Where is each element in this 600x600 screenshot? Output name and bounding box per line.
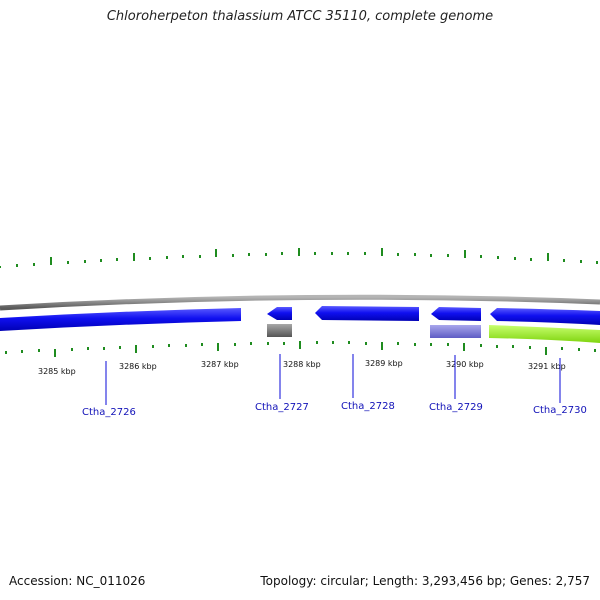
feature-gray-block[interactable]	[267, 324, 292, 337]
scale-label: 3291 kbp	[528, 362, 566, 371]
scale-label: 3289 kbp	[365, 359, 403, 368]
gene-label-leaders	[105, 354, 561, 405]
genome-summary-text: Topology: circular; Length: 3,293,456 bp…	[260, 574, 590, 588]
accession-text: Accession: NC_011026	[9, 574, 146, 588]
gene-arrow-ctha-2726[interactable]	[0, 308, 241, 331]
scale-label: 3290 kbp	[446, 360, 484, 369]
gene-arrow-ctha-2728[interactable]	[315, 306, 419, 321]
gene-labels: Ctha_2726 Ctha_2727 Ctha_2728 Ctha_2729 …	[82, 401, 587, 418]
gene-label[interactable]: Ctha_2726	[82, 407, 136, 418]
gene-arrow-ctha-2730[interactable]	[490, 308, 600, 325]
scale-labels: 3285 kbp 3286 kbp 3287 kbp 3288 kbp 3289…	[38, 359, 566, 376]
gene-label[interactable]: Ctha_2729	[429, 402, 483, 413]
scale-label: 3288 kbp	[283, 360, 321, 369]
inner-tick-ring	[5, 341, 596, 357]
gene-arrow-ctha-2729[interactable]	[431, 307, 481, 321]
feature-green-block[interactable]	[489, 325, 600, 343]
outer-tick-ring	[0, 248, 598, 268]
scale-label: 3286 kbp	[119, 362, 157, 371]
scale-label: 3287 kbp	[201, 360, 239, 369]
genome-backbone	[0, 294, 600, 311]
feature-purple-block[interactable]	[430, 325, 481, 338]
gene-label[interactable]: Ctha_2727	[255, 402, 309, 413]
map-title: Chloroherpeton thalassium ATCC 35110, co…	[106, 9, 494, 24]
gene-arrow-ctha-2727[interactable]	[267, 307, 292, 320]
gene-label[interactable]: Ctha_2730	[533, 405, 587, 416]
scale-label: 3285 kbp	[38, 367, 76, 376]
gene-label[interactable]: Ctha_2728	[341, 401, 395, 412]
